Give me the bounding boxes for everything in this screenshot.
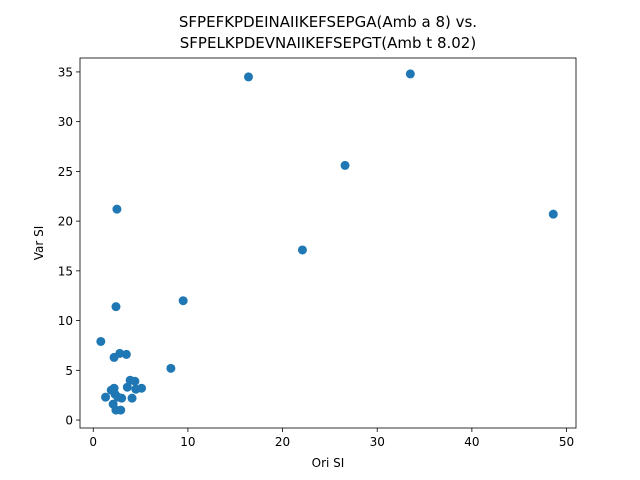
scatter-point xyxy=(111,302,121,312)
scatter-point xyxy=(340,160,350,170)
scatter-point xyxy=(117,393,127,403)
scatter-point xyxy=(548,209,558,219)
data-points xyxy=(96,69,558,415)
y-tick-label: 30 xyxy=(58,115,73,129)
scatter-point xyxy=(127,393,137,403)
x-tick-label: 0 xyxy=(89,435,97,449)
scatter-point xyxy=(297,245,307,255)
scatter-point xyxy=(130,376,140,386)
x-tick-label: 10 xyxy=(180,435,195,449)
x-axis-ticks: 0 10 20 30 40 50 xyxy=(89,428,574,449)
scatter-point xyxy=(116,405,126,415)
scatter-point xyxy=(122,382,132,392)
x-axis-label: Ori SI xyxy=(312,456,345,470)
x-tick-label: 20 xyxy=(275,435,290,449)
scatter-point xyxy=(101,392,111,402)
y-tick-label: 0 xyxy=(65,414,73,428)
x-tick-label: 40 xyxy=(464,435,479,449)
x-tick-label: 50 xyxy=(559,435,574,449)
y-axis-ticks: 0 5 10 15 20 25 30 35 xyxy=(58,65,80,428)
scatter-point xyxy=(112,204,122,214)
y-tick-label: 5 xyxy=(65,364,73,378)
scatter-point xyxy=(109,352,119,362)
y-tick-label: 25 xyxy=(58,165,73,179)
scatter-point xyxy=(96,336,106,346)
scatter-point xyxy=(166,363,176,373)
y-tick-label: 10 xyxy=(58,314,73,328)
scatter-point xyxy=(137,383,147,393)
y-tick-label: 15 xyxy=(58,264,73,278)
scatter-point xyxy=(405,69,415,79)
y-tick-label: 35 xyxy=(58,65,73,79)
y-tick-label: 20 xyxy=(58,215,73,229)
chart-title-line-1: SFPEFKPDEINAIIKEFSEPGA(Amb a 8) vs. xyxy=(179,13,477,31)
plot-frame xyxy=(79,57,577,429)
scatter-point xyxy=(178,296,188,306)
scatter-point xyxy=(121,349,131,359)
scatter-point xyxy=(243,72,253,82)
x-tick-label: 30 xyxy=(370,435,385,449)
y-axis-label: Var SI xyxy=(32,226,46,261)
chart-title-line-2: SFPELKPDEVNAIIKEFSEPGT(Amb t 8.02) xyxy=(180,34,476,52)
